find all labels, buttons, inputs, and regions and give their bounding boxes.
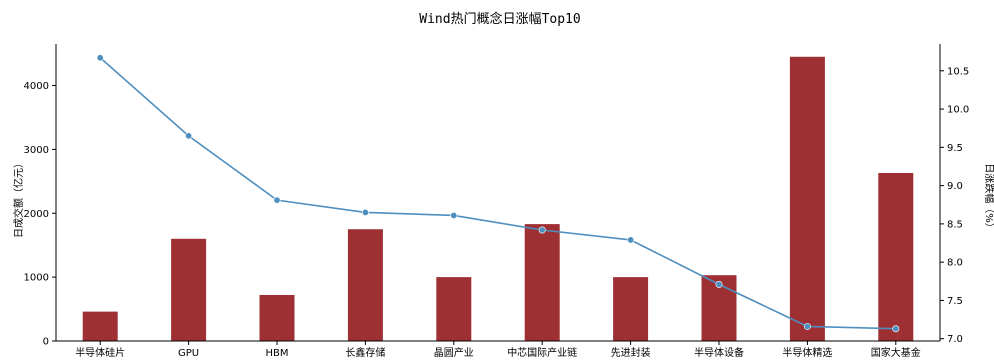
x-tick-label-9: 国家大基金 (871, 346, 921, 359)
bar-2 (259, 295, 295, 341)
x-tick-label-2: HBM (265, 348, 288, 359)
y-right-tick-label-6: 10.0 (947, 105, 969, 116)
plot-area: 0 1000 2000 3000 4000 7.0 7.5 8.0 8.5 9.0 9.5 10.0 1… (24, 44, 969, 359)
x-tick-label-8: 半导体精选 (782, 346, 832, 359)
bar-6 (613, 277, 649, 341)
line-point-2 (273, 196, 281, 204)
y-right-tick-label-3: 8.5 (947, 219, 963, 230)
bar-0 (82, 311, 118, 341)
y-right-tick-label-4: 9.0 (947, 181, 963, 192)
y-left-tick-label-0: 0 (43, 337, 49, 348)
x-tick-label-0: 半导体硅片 (75, 346, 125, 359)
line-point-4 (450, 211, 458, 219)
x-tick-label-6: 先进封装 (611, 346, 651, 359)
x-tick-label-5: 中芯国际产业链 (507, 346, 577, 359)
bar-5 (524, 224, 560, 341)
y-left-tick-label-4: 4000 (24, 81, 49, 92)
y-right-tick-label-2: 8.0 (947, 258, 963, 269)
y-right-tick-label-5: 9.5 (947, 143, 963, 154)
x-tick-label-4: 晶圆产业 (434, 346, 474, 359)
line-point-3 (361, 208, 369, 216)
line-point-9 (892, 325, 900, 333)
y-axis-right-title: 日涨跌幅（%） (983, 163, 994, 233)
y-left-tick-label-1: 1000 (24, 273, 49, 284)
line-point-5 (538, 226, 546, 234)
line-point-6 (627, 236, 635, 244)
bar-4 (436, 277, 472, 341)
x-tick-label-3: 长鑫存储 (345, 346, 385, 359)
bar-9 (878, 173, 914, 341)
y-axis-left-title: 日成交额（亿元） (12, 158, 25, 238)
y-left-tick-label-3: 3000 (24, 145, 49, 156)
y-right-tick-label-0: 7.0 (947, 334, 963, 345)
line-series (99, 57, 896, 330)
line-point-1 (185, 132, 193, 140)
x-tick-label-7: 半导体设备 (694, 346, 744, 359)
y-left-tick-label-2: 2000 (24, 209, 49, 220)
x-tick-label-1: GPU (178, 348, 199, 359)
bar-3 (347, 229, 383, 341)
bar-1 (171, 238, 207, 341)
line-point-7 (715, 280, 723, 288)
line-point-8 (803, 322, 811, 330)
y-right-tick-label-7: 10.5 (947, 66, 969, 77)
y-right-tick-label-1: 7.5 (947, 296, 963, 307)
bar-8 (789, 56, 825, 341)
line-point-0 (96, 54, 104, 62)
chart-title: Wind热门概念日涨幅Top10 (419, 11, 580, 27)
